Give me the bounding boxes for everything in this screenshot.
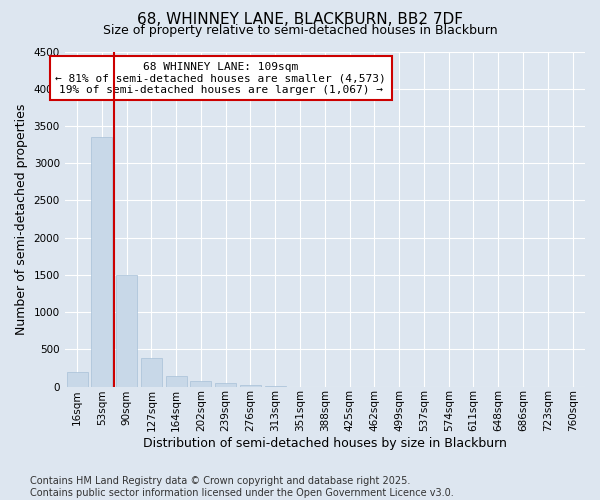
- Text: Size of property relative to semi-detached houses in Blackburn: Size of property relative to semi-detach…: [103, 24, 497, 37]
- X-axis label: Distribution of semi-detached houses by size in Blackburn: Distribution of semi-detached houses by …: [143, 437, 507, 450]
- Bar: [240, 385, 261, 386]
- Text: 68 WHINNEY LANE: 109sqm
← 81% of semi-detached houses are smaller (4,573)
19% of: 68 WHINNEY LANE: 109sqm ← 81% of semi-de…: [55, 62, 386, 95]
- Bar: [166, 376, 187, 386]
- Bar: [67, 372, 88, 386]
- Bar: [141, 358, 162, 386]
- Text: Contains HM Land Registry data © Crown copyright and database right 2025.
Contai: Contains HM Land Registry data © Crown c…: [30, 476, 454, 498]
- Y-axis label: Number of semi-detached properties: Number of semi-detached properties: [15, 104, 28, 334]
- Bar: [190, 380, 211, 386]
- Bar: [91, 137, 112, 386]
- Bar: [215, 383, 236, 386]
- Text: 68, WHINNEY LANE, BLACKBURN, BB2 7DF: 68, WHINNEY LANE, BLACKBURN, BB2 7DF: [137, 12, 463, 28]
- Bar: [116, 275, 137, 386]
